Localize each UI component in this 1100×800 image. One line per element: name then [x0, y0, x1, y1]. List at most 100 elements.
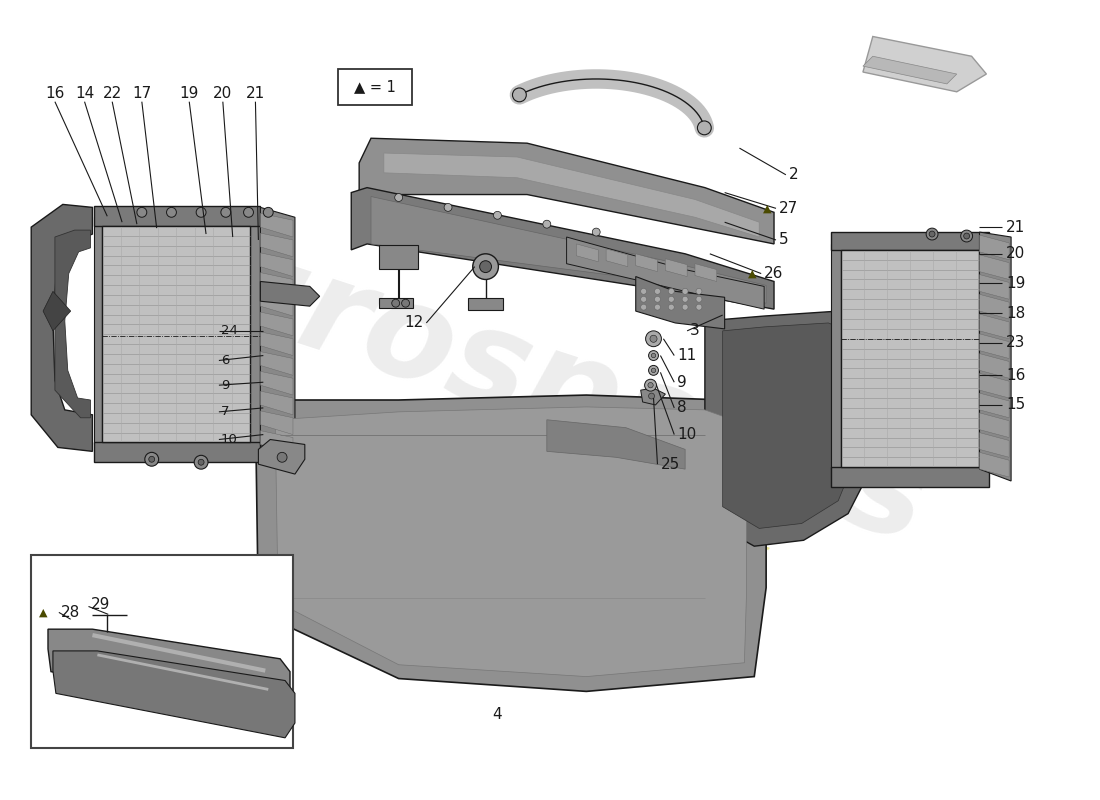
Circle shape [402, 299, 409, 307]
Circle shape [263, 207, 273, 218]
Text: 4: 4 [493, 706, 503, 722]
Bar [842, 250, 979, 467]
Polygon shape [261, 292, 293, 316]
Polygon shape [979, 294, 1009, 319]
Bar [95, 218, 102, 445]
Text: 9: 9 [678, 374, 688, 390]
Polygon shape [979, 274, 1009, 299]
Text: 29: 29 [90, 597, 110, 612]
Circle shape [682, 296, 689, 302]
Polygon shape [547, 420, 685, 469]
Polygon shape [862, 56, 957, 84]
Circle shape [926, 228, 938, 240]
FancyBboxPatch shape [339, 69, 411, 105]
Circle shape [473, 254, 498, 279]
Polygon shape [979, 232, 1011, 481]
Text: 21: 21 [1006, 220, 1025, 234]
Polygon shape [640, 388, 666, 405]
Text: 11: 11 [678, 348, 696, 363]
Bar [832, 232, 989, 250]
Circle shape [930, 231, 935, 237]
Circle shape [645, 379, 657, 391]
Circle shape [513, 88, 526, 102]
Circle shape [395, 194, 403, 202]
Text: 20: 20 [213, 86, 232, 102]
Text: 15: 15 [1006, 398, 1025, 413]
Circle shape [640, 296, 647, 302]
Polygon shape [979, 314, 1009, 338]
Bar [31, 555, 293, 748]
Circle shape [649, 350, 659, 361]
Bar [95, 442, 261, 462]
Polygon shape [261, 253, 293, 277]
Polygon shape [378, 245, 418, 269]
Text: 23: 23 [1006, 335, 1025, 350]
Circle shape [669, 304, 674, 310]
Text: 26: 26 [764, 266, 783, 281]
Text: 2: 2 [789, 167, 799, 182]
Circle shape [669, 288, 674, 294]
Bar [979, 244, 989, 469]
Polygon shape [979, 354, 1009, 378]
Polygon shape [255, 395, 766, 691]
Polygon shape [275, 407, 747, 677]
Polygon shape [606, 249, 628, 266]
Text: 8: 8 [678, 401, 686, 415]
Polygon shape [55, 230, 90, 418]
Circle shape [682, 304, 689, 310]
Text: ▲ = 1: ▲ = 1 [354, 79, 396, 94]
Polygon shape [695, 264, 717, 282]
Polygon shape [31, 205, 92, 451]
Circle shape [543, 220, 551, 228]
Text: 19: 19 [179, 86, 199, 102]
Text: 19: 19 [1006, 276, 1025, 291]
Circle shape [640, 304, 647, 310]
Circle shape [494, 211, 502, 219]
Polygon shape [979, 374, 1009, 398]
Polygon shape [43, 291, 70, 331]
Text: 24: 24 [221, 324, 238, 338]
Circle shape [221, 207, 231, 218]
Text: 9: 9 [221, 378, 229, 392]
Polygon shape [576, 244, 598, 262]
Text: 16: 16 [45, 86, 65, 102]
Polygon shape [566, 237, 764, 309]
Polygon shape [261, 411, 293, 434]
Polygon shape [261, 312, 293, 336]
Text: 12: 12 [404, 315, 424, 330]
Polygon shape [636, 277, 725, 329]
Circle shape [649, 393, 654, 399]
Polygon shape [261, 391, 293, 415]
Polygon shape [261, 332, 293, 355]
Circle shape [651, 354, 656, 358]
Circle shape [243, 207, 253, 218]
Text: ▲: ▲ [763, 203, 771, 214]
Text: 17: 17 [132, 86, 152, 102]
Bar [251, 218, 261, 445]
Polygon shape [261, 233, 293, 257]
Text: 14: 14 [75, 86, 95, 102]
Circle shape [696, 288, 702, 294]
Circle shape [145, 452, 158, 466]
Circle shape [195, 455, 208, 469]
Text: 22: 22 [102, 86, 122, 102]
Text: ▲: ▲ [39, 607, 47, 618]
Circle shape [696, 304, 702, 310]
Circle shape [392, 299, 399, 307]
Circle shape [592, 228, 601, 236]
Circle shape [649, 366, 659, 375]
Circle shape [654, 304, 660, 310]
Polygon shape [261, 430, 293, 454]
Text: 6: 6 [221, 354, 229, 367]
Circle shape [196, 207, 206, 218]
Circle shape [480, 261, 492, 273]
Text: 3: 3 [690, 323, 700, 338]
Text: a passion for parts since 1985: a passion for parts since 1985 [242, 378, 772, 579]
Circle shape [148, 456, 155, 462]
Polygon shape [378, 298, 414, 308]
Polygon shape [384, 153, 759, 237]
Circle shape [696, 296, 702, 302]
Text: 27: 27 [779, 201, 799, 216]
Circle shape [960, 230, 972, 242]
Circle shape [648, 382, 653, 388]
